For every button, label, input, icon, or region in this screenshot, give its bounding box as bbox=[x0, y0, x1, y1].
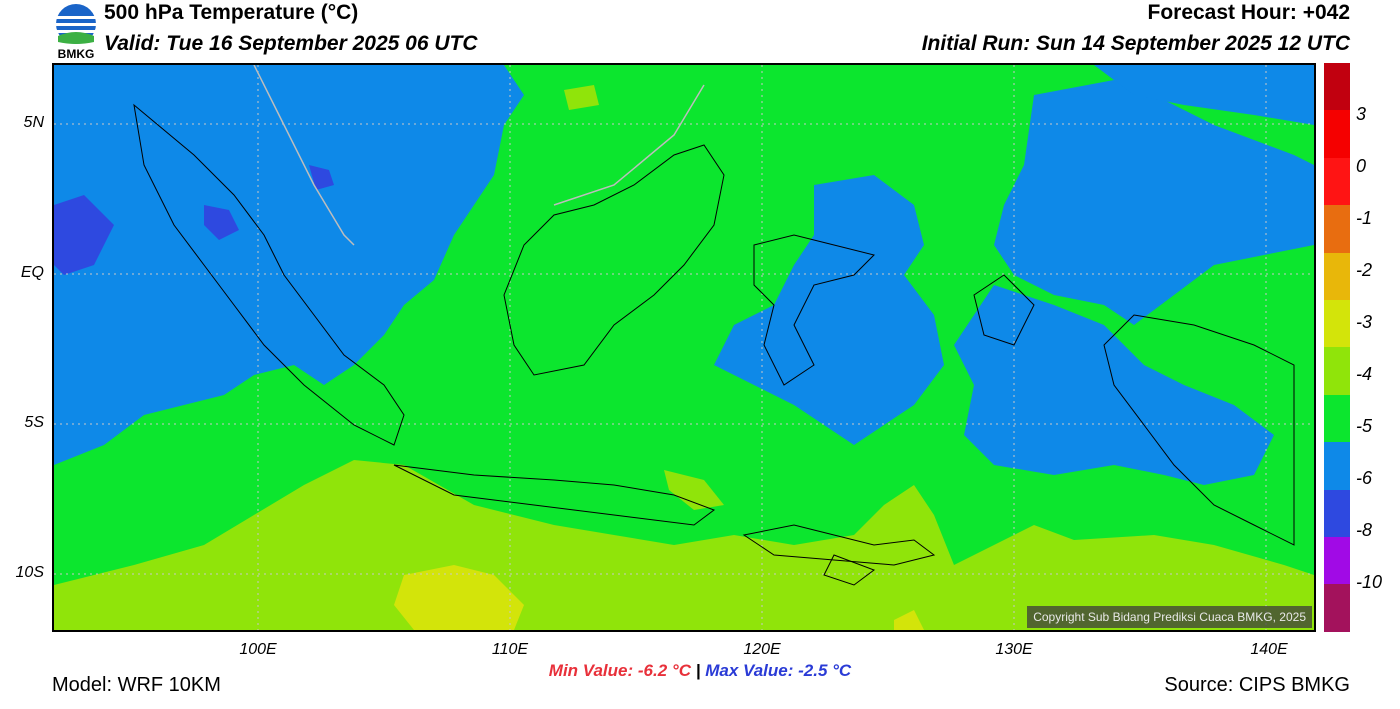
lon-label-140e: 140E bbox=[1250, 641, 1288, 658]
colorbar-swatch bbox=[1324, 205, 1350, 253]
colorbar-label: -3 bbox=[1356, 312, 1373, 332]
lat-label-10s: 10S bbox=[15, 564, 44, 581]
colorbar-label: -2 bbox=[1356, 260, 1373, 280]
colorbar-swatch bbox=[1324, 394, 1350, 443]
lat-label-5s: 5S bbox=[24, 414, 44, 431]
map-coastlines bbox=[133, 103, 1295, 586]
lon-label-120e: 120E bbox=[743, 641, 781, 658]
colorbar-swatch bbox=[1324, 584, 1350, 632]
map-field-blue-west bbox=[54, 65, 524, 465]
map-field-yellow-2 bbox=[894, 610, 924, 630]
sumba-outline bbox=[823, 554, 876, 586]
lat-label-eq: EQ bbox=[20, 264, 44, 281]
valid-time: Valid: Tue 16 September 2025 06 UTC bbox=[104, 32, 478, 55]
colorbar-swatch bbox=[1324, 489, 1350, 538]
initial-run: Initial Run: Sun 14 September 2025 12 UT… bbox=[921, 32, 1350, 55]
colorbar-label: 3 bbox=[1356, 104, 1367, 124]
colorbar-label: -6 bbox=[1356, 468, 1373, 488]
lon-label-100e: 100E bbox=[239, 641, 277, 658]
max-value: Max Value: -2.5 °C bbox=[705, 661, 852, 680]
colorbar-swatch bbox=[1324, 442, 1350, 490]
map-field-dark-blue-3 bbox=[309, 165, 334, 190]
map-field-dark-blue-2 bbox=[204, 205, 239, 240]
map-field-blue-central bbox=[714, 175, 944, 445]
map-field-yellowgreen-mid bbox=[664, 470, 724, 510]
colorbar-swatch bbox=[1324, 63, 1350, 111]
lon-label-130e: 130E bbox=[995, 641, 1033, 658]
min-max-separator: | bbox=[695, 661, 701, 680]
borneo-outline bbox=[503, 144, 725, 376]
colorbar-swatch bbox=[1324, 110, 1350, 158]
temperature-map: Copyright Sub Bidang Prediksi Cuaca BMKG… bbox=[52, 63, 1316, 632]
papua-outline bbox=[1103, 314, 1295, 546]
map-field-yellow bbox=[394, 565, 524, 630]
map-borders bbox=[253, 65, 705, 246]
colorbar-label: -8 bbox=[1356, 520, 1373, 540]
colorbar-swatch bbox=[1324, 157, 1350, 206]
map-field-blue-north-east bbox=[1094, 65, 1314, 125]
colorbar bbox=[1324, 63, 1350, 632]
logo-text: BMKG bbox=[58, 47, 95, 60]
colorbar-swatch bbox=[1324, 300, 1350, 348]
forecast-hour: Forecast Hour: +042 bbox=[1147, 1, 1351, 24]
lat-label-5n: 5N bbox=[23, 114, 44, 131]
sumatra-outline bbox=[133, 103, 405, 446]
min-value: Min Value: -6.2 °C bbox=[548, 661, 691, 680]
colorbar-label: -5 bbox=[1356, 416, 1373, 436]
map-gridlines bbox=[54, 65, 1314, 630]
java-outline bbox=[393, 464, 716, 526]
source-label: Source: CIPS BMKG bbox=[1164, 674, 1350, 696]
colorbar-swatch bbox=[1324, 537, 1350, 585]
map-field-yellowgreen-north bbox=[564, 85, 599, 110]
sulawesi-outline bbox=[753, 234, 875, 386]
colorbar-label: -10 bbox=[1356, 572, 1383, 592]
map-field-yellowgreen-south bbox=[54, 460, 1314, 630]
copyright-notice: Copyright Sub Bidang Prediksi Cuaca BMKG… bbox=[1027, 606, 1312, 628]
maluku-outline bbox=[973, 274, 1035, 346]
colorbar-label: -4 bbox=[1356, 364, 1373, 384]
min-max-values: Min Value: -6.2 °C | Max Value: -2.5 °C bbox=[0, 661, 1400, 681]
colorbar-swatch bbox=[1324, 347, 1350, 395]
map-field-dark-blue-1 bbox=[54, 195, 114, 275]
map-field-blue-east bbox=[994, 80, 1314, 325]
bmkg-logo: BMKG bbox=[52, 2, 100, 61]
colorbar-label: -1 bbox=[1356, 208, 1373, 228]
model-label: Model: WRF 10KM bbox=[52, 674, 221, 696]
nusa-tenggara-outline bbox=[742, 524, 936, 566]
colorbar-swatch bbox=[1324, 252, 1350, 301]
colorbar-label: 0 bbox=[1356, 156, 1367, 176]
chart-title: 500 hPa Temperature (°C) bbox=[104, 1, 359, 24]
lon-label-110e: 110E bbox=[491, 641, 529, 658]
